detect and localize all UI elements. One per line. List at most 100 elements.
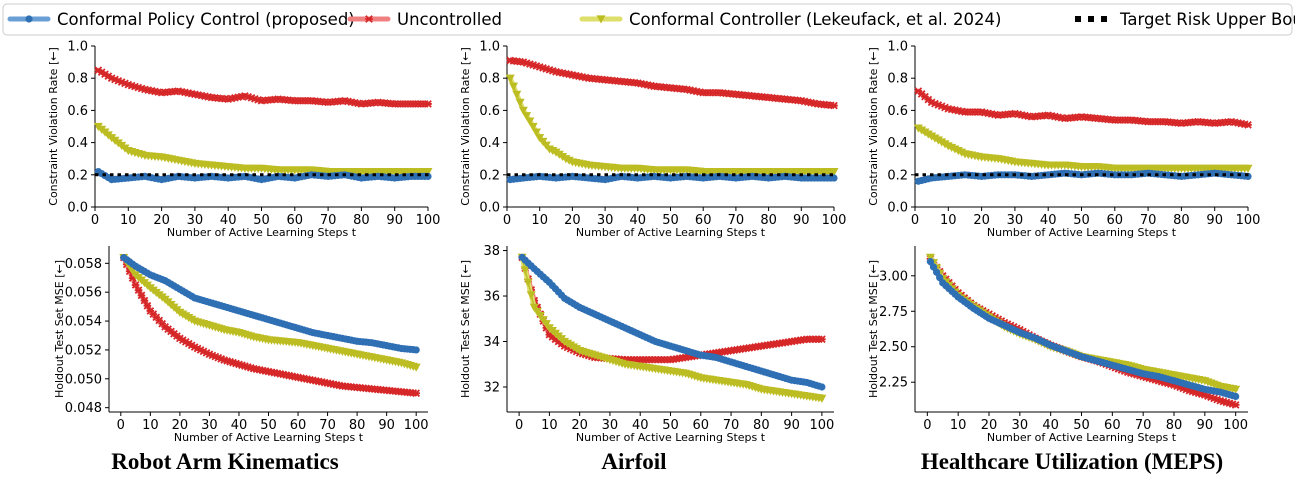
x-tick-label: 80 — [1173, 213, 1190, 228]
x-tick-label: 100 — [822, 213, 847, 228]
x-tick-label: 0 — [911, 213, 919, 228]
x-axis-label: Number of Active Learning Steps t — [174, 431, 364, 444]
legend-swatch-dot — [1075, 16, 1081, 22]
x-tick-label: 90 — [1197, 418, 1214, 433]
data-point — [829, 167, 839, 177]
legend-swatch-marker — [365, 15, 373, 23]
x-tick-label: 50 — [260, 418, 277, 433]
series-x — [914, 87, 1252, 129]
x-tick-label: 90 — [386, 213, 403, 228]
data-point — [423, 167, 433, 177]
x-tick-label: 20 — [571, 418, 588, 433]
data-point — [525, 117, 535, 126]
series-circle — [120, 253, 420, 354]
x-tick-label: 70 — [723, 418, 740, 433]
y-tick-label: 32 — [483, 380, 500, 395]
legend-entry: Uncontrolled — [347, 10, 502, 29]
x-tick-label: 80 — [760, 213, 777, 228]
series-triangle-down — [517, 253, 827, 403]
legend-entry: Target Risk Upper Bound — [1075, 10, 1295, 29]
column-title-meps: Healthcare Utilization (MEPS) — [920, 449, 1224, 474]
data-point — [932, 268, 941, 276]
x-tick-label: 60 — [695, 213, 712, 228]
x-tick-label: 60 — [290, 418, 307, 433]
x-tick-label: 80 — [349, 418, 366, 433]
column-title-robot: Robot Arm Kinematics — [111, 449, 339, 474]
data-point — [523, 278, 533, 287]
data-point — [412, 389, 421, 398]
x-tick-label: 10 — [940, 213, 957, 228]
y-tick-label: 1.0 — [887, 40, 908, 55]
chart-panel-robot-violation: 0 10 20 30 40 50 60 70 80 90 100 0.0 0.2 0.4 0.6 0.8 1.0… — [47, 40, 440, 240]
legend-label: Conformal Controller (Lekeufack, et al. … — [629, 10, 1001, 29]
y-tick-label: 0.8 — [67, 72, 88, 87]
series-line — [123, 257, 417, 368]
y-axis-label: Constraint Violation Rate [←] — [459, 47, 472, 205]
y-tick-label: 0.054 — [65, 315, 102, 330]
x-tick-label: 0 — [923, 418, 931, 433]
x-tick-label: 0 — [515, 418, 523, 433]
legend-swatch-marker — [596, 15, 606, 24]
data-point — [526, 291, 536, 300]
x-tick-label: 70 — [319, 418, 336, 433]
data-point — [531, 128, 541, 137]
series-triangle-down — [93, 122, 433, 177]
legend-swatch-marker — [25, 15, 33, 23]
x-tick-label: 30 — [187, 213, 204, 228]
x-tick-label: 10 — [950, 418, 967, 433]
series-circle — [914, 169, 1252, 185]
data-point — [512, 90, 522, 99]
x-tick-label: 100 — [416, 213, 441, 228]
x-tick-label: 80 — [1166, 418, 1183, 433]
series-triangle-down — [925, 253, 1241, 394]
x-tick-label: 80 — [353, 213, 370, 228]
x-tick-label: 10 — [541, 418, 558, 433]
data-point — [1244, 121, 1252, 129]
data-point — [509, 82, 519, 91]
y-tick-label: 0.8 — [479, 72, 500, 87]
data-point — [817, 394, 827, 403]
x-tick-label: 90 — [1206, 213, 1223, 228]
x-tick-label: 10 — [531, 213, 548, 228]
y-tick-label: 0.6 — [479, 104, 500, 119]
x-tick-label: 50 — [662, 418, 679, 433]
y-tick-label: 3.00 — [879, 269, 908, 284]
y-tick-label: 0.0 — [887, 201, 908, 216]
y-axis-label: Holdout Test Set MSE [←] — [867, 260, 880, 398]
series-circle — [926, 258, 1240, 400]
y-axis-label: Holdout Test Set MSE [←] — [53, 260, 66, 398]
y-tick-label: 0.6 — [887, 104, 908, 119]
y-axis-label: Constraint Violation Rate [←] — [47, 47, 60, 205]
y-tick-label: 0.052 — [65, 343, 102, 358]
series-x — [94, 66, 432, 108]
chart-panel-meps-mse: 0 10 20 30 40 50 60 70 80 90 100 2.25 2.50 2.75 3.00 Nu… — [867, 246, 1248, 444]
y-tick-label: 0.2 — [67, 168, 88, 183]
x-tick-label: 60 — [287, 213, 304, 228]
legend-frame — [2, 3, 1293, 36]
legend-entry: Conformal Policy Control (proposed) — [7, 10, 355, 29]
chart-panel-meps-violation: 0 10 20 30 40 50 60 70 80 90 100 0.0 0.2 0.4 0.6 0.8 1.0… — [867, 40, 1260, 240]
data-point — [1243, 164, 1253, 173]
data-point — [131, 281, 140, 289]
x-tick-label: 40 — [220, 213, 237, 228]
data-point — [535, 311, 545, 321]
y-tick-label: 1.0 — [479, 40, 500, 55]
series-triangle-down — [119, 253, 421, 372]
y-tick-label: 0.050 — [65, 372, 102, 387]
x-axis-label: Number of Active Learning Steps t — [576, 431, 766, 444]
y-tick-label: 0.8 — [887, 72, 908, 87]
x-tick-label: 100 — [1236, 213, 1261, 228]
chart-panel-robot-mse: 0 10 20 30 40 50 60 70 80 90 100 0.048 0.050 0.052 0.0… — [53, 246, 429, 444]
series-line — [929, 257, 1236, 390]
x-tick-label: 30 — [1012, 418, 1029, 433]
y-tick-label: 1.0 — [67, 40, 88, 55]
y-tick-label: 0.2 — [887, 168, 908, 183]
data-point — [529, 303, 539, 312]
x-tick-label: 90 — [783, 418, 800, 433]
y-tick-label: 0.2 — [479, 168, 500, 183]
x-tick-label: 90 — [378, 418, 395, 433]
x-tick-label: 40 — [630, 213, 647, 228]
data-point — [424, 100, 432, 108]
chart-panel-airfoil-mse: 0 10 20 30 40 50 60 70 80 90 100 32 34 36 38 Number of … — [459, 244, 834, 444]
